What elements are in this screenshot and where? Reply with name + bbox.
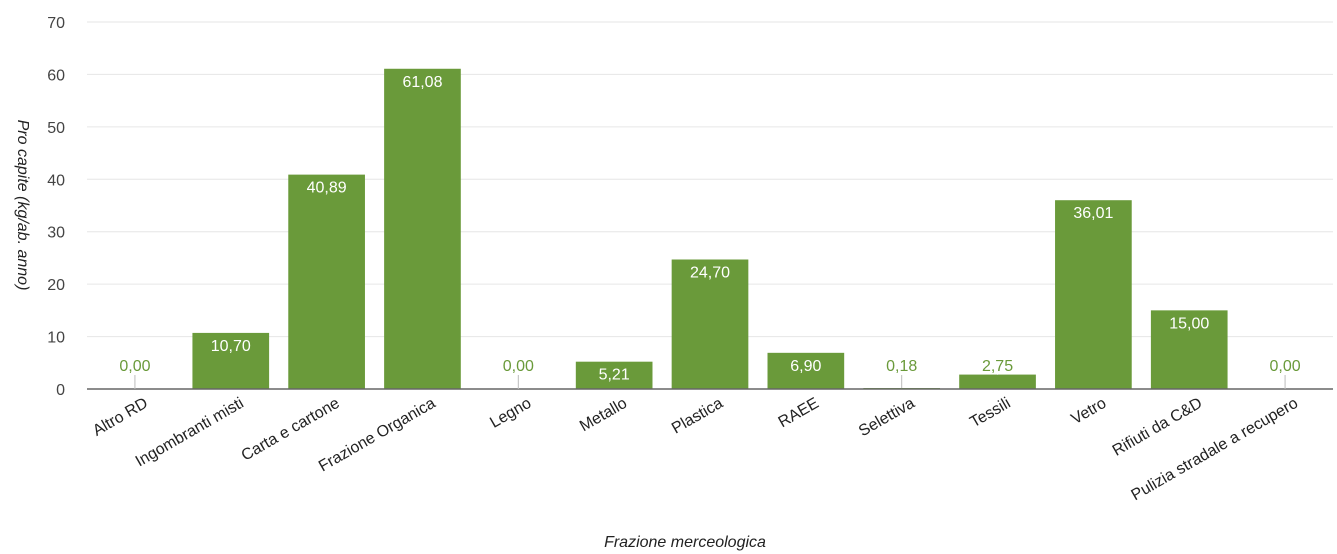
category-label: Pulizia stradale a recupero	[1129, 395, 1302, 504]
bar	[767, 352, 845, 389]
bar	[1150, 310, 1228, 389]
y-tick-label: 50	[47, 120, 65, 137]
data-label: 6,90	[790, 358, 821, 375]
y-tick-label: 40	[47, 172, 65, 189]
data-labels: 0,00 10,70 40,89 61,08 0,00 5,21 24,70 6,90 0,18…	[119, 74, 1301, 389]
data-label: 36,01	[1073, 205, 1113, 222]
data-label: 2,75	[982, 358, 1013, 375]
category-label: Rifiuti da C&D	[1110, 395, 1206, 460]
y-tick-label: 0	[56, 382, 65, 399]
y-tick-label: 20	[47, 277, 65, 294]
data-label: 40,89	[307, 180, 347, 197]
x-axis-title: Frazione merceologica	[604, 534, 766, 551]
category-label: Selettiva	[856, 395, 918, 440]
y-axis-title: Pro capite (kg/ab. anno)	[14, 120, 31, 291]
bar	[959, 374, 1036, 389]
category-label: Altro RD	[90, 395, 151, 440]
bar	[384, 68, 461, 389]
data-label: 15,00	[1169, 315, 1209, 332]
data-label: 0,00	[119, 358, 150, 375]
category-label: Tessili	[967, 395, 1013, 432]
data-label: 0,18	[886, 358, 917, 375]
bars	[192, 68, 1228, 389]
category-label: RAEE	[776, 395, 822, 432]
y-tick-label: 60	[47, 67, 65, 84]
data-label: 0,00	[1270, 358, 1301, 375]
y-tick-label: 70	[47, 15, 65, 32]
bar	[1055, 200, 1132, 389]
bar	[192, 332, 270, 389]
data-label: 61,08	[402, 74, 442, 91]
category-label: Vetro	[1069, 395, 1110, 428]
bar	[288, 174, 365, 389]
data-label: 10,70	[211, 338, 251, 355]
bar	[671, 259, 749, 389]
y-tick-label: 30	[47, 225, 65, 242]
bar	[575, 361, 653, 389]
data-label: 0,00	[503, 358, 534, 375]
y-axis-ticks: 0 10 20 30 40 50 60 70	[47, 15, 65, 399]
y-tick-label: 10	[47, 330, 65, 347]
data-label: 5,21	[599, 367, 630, 384]
category-label: Ingombranti misti	[133, 395, 247, 471]
category-label: Plastica	[669, 395, 726, 438]
category-label: Legno	[487, 395, 534, 432]
category-label: Metallo	[577, 395, 630, 436]
data-label: 24,70	[690, 265, 730, 282]
